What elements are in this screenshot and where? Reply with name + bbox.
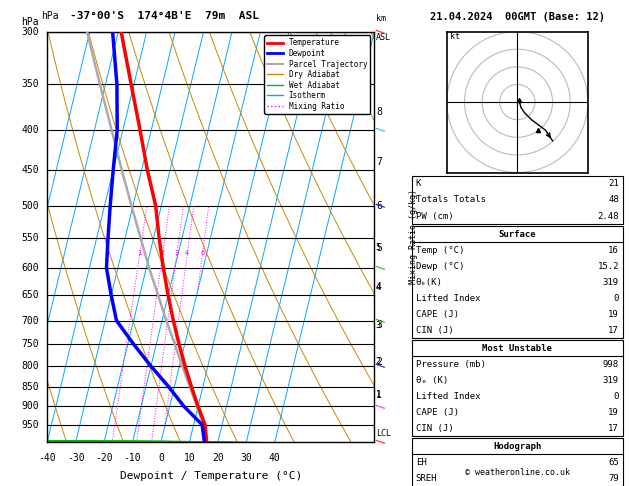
Text: \: \ <box>376 435 387 448</box>
Text: 850: 850 <box>21 382 39 392</box>
Text: 19: 19 <box>608 408 619 417</box>
Text: hPa: hPa <box>41 11 58 21</box>
Text: CAPE (J): CAPE (J) <box>416 408 459 417</box>
Text: 319: 319 <box>603 376 619 385</box>
Text: 8: 8 <box>376 107 382 117</box>
Text: Totals Totals: Totals Totals <box>416 195 486 205</box>
Text: -40: -40 <box>38 452 56 463</box>
Text: 0: 0 <box>613 392 619 401</box>
Text: Dewpoint / Temperature (°C): Dewpoint / Temperature (°C) <box>120 471 302 481</box>
Text: CIN (J): CIN (J) <box>416 424 454 433</box>
Text: LCL: LCL <box>376 429 391 438</box>
Text: 3: 3 <box>376 320 382 330</box>
Text: K: K <box>416 179 421 189</box>
Text: 4: 4 <box>376 283 381 292</box>
Text: 79: 79 <box>608 474 619 483</box>
Text: 900: 900 <box>21 401 39 411</box>
Text: 650: 650 <box>21 290 39 300</box>
Text: 2.48: 2.48 <box>598 211 619 221</box>
Text: 600: 600 <box>21 263 39 273</box>
Text: \: \ <box>376 360 387 372</box>
Text: 10: 10 <box>184 452 195 463</box>
Text: 4: 4 <box>185 250 189 257</box>
Text: © weatheronline.co.uk: © weatheronline.co.uk <box>465 468 570 477</box>
Text: 1: 1 <box>376 390 382 400</box>
Legend: Temperature, Dewpoint, Parcel Trajectory, Dry Adiabat, Wet Adiabat, Isotherm, Mi: Temperature, Dewpoint, Parcel Trajectory… <box>264 35 370 114</box>
Text: θₑ (K): θₑ (K) <box>416 376 448 385</box>
Text: -10: -10 <box>124 452 142 463</box>
Text: 800: 800 <box>21 361 39 371</box>
Text: EH: EH <box>416 458 426 467</box>
Text: 950: 950 <box>21 420 39 430</box>
Text: 20: 20 <box>212 452 224 463</box>
Text: 17: 17 <box>608 424 619 433</box>
Text: 30: 30 <box>240 452 252 463</box>
Text: 2: 2 <box>160 250 164 257</box>
Text: -30: -30 <box>67 452 84 463</box>
Text: 17: 17 <box>608 326 619 335</box>
Text: 4: 4 <box>376 282 382 293</box>
Text: \: \ <box>376 200 387 212</box>
Text: 6: 6 <box>376 201 382 211</box>
Text: -20: -20 <box>95 452 113 463</box>
Text: 5: 5 <box>376 243 382 253</box>
Text: CIN (J): CIN (J) <box>416 326 454 335</box>
Text: 15.2: 15.2 <box>598 261 619 271</box>
Text: Pressure (mb): Pressure (mb) <box>416 360 486 369</box>
Text: 40: 40 <box>269 452 281 463</box>
Text: 3: 3 <box>376 321 381 330</box>
Text: 5: 5 <box>376 243 381 252</box>
Text: 2: 2 <box>376 357 382 367</box>
Text: 300: 300 <box>21 27 39 36</box>
Text: 6: 6 <box>200 250 204 257</box>
Text: 7: 7 <box>376 157 382 167</box>
Text: 65: 65 <box>608 458 619 467</box>
Text: kt: kt <box>450 32 460 41</box>
Text: 21: 21 <box>608 179 619 189</box>
Text: \: \ <box>376 400 387 412</box>
Text: 998: 998 <box>603 360 619 369</box>
Text: Lifted Index: Lifted Index <box>416 392 481 401</box>
Text: CAPE (J): CAPE (J) <box>416 310 459 319</box>
Text: Dewp (°C): Dewp (°C) <box>416 261 464 271</box>
Text: 0: 0 <box>158 452 164 463</box>
Text: 500: 500 <box>21 201 39 211</box>
Text: 16: 16 <box>608 245 619 255</box>
Text: Temp (°C): Temp (°C) <box>416 245 464 255</box>
Text: 750: 750 <box>21 339 39 349</box>
Text: \: \ <box>376 314 387 327</box>
Text: Mixing Ratio (g/kg): Mixing Ratio (g/kg) <box>409 190 418 284</box>
Text: 19: 19 <box>608 310 619 319</box>
Text: hPa: hPa <box>21 17 39 28</box>
Text: 2: 2 <box>376 357 381 366</box>
Text: 700: 700 <box>21 315 39 326</box>
Text: \: \ <box>376 124 387 136</box>
Text: SREH: SREH <box>416 474 437 483</box>
Text: km: km <box>376 15 386 23</box>
Text: 1: 1 <box>137 250 142 257</box>
Text: 350: 350 <box>21 79 39 89</box>
Text: \: \ <box>376 26 387 37</box>
Text: 48: 48 <box>608 195 619 205</box>
Text: 319: 319 <box>603 278 619 287</box>
Text: -37°00'S  174°4B'E  79m  ASL: -37°00'S 174°4B'E 79m ASL <box>70 11 259 21</box>
Text: Most Unstable: Most Unstable <box>482 344 552 353</box>
Text: Hodograph: Hodograph <box>493 442 542 451</box>
Text: 21.04.2024  00GMT (Base: 12): 21.04.2024 00GMT (Base: 12) <box>430 12 605 22</box>
Text: \: \ <box>376 262 387 274</box>
Text: θₑ(K): θₑ(K) <box>416 278 443 287</box>
Text: PW (cm): PW (cm) <box>416 211 454 221</box>
Text: Surface: Surface <box>499 229 536 239</box>
Text: ASL: ASL <box>376 33 391 42</box>
Text: 1: 1 <box>376 390 381 399</box>
Text: Lifted Index: Lifted Index <box>416 294 481 303</box>
Text: 550: 550 <box>21 233 39 243</box>
Text: 3: 3 <box>174 250 179 257</box>
Text: 400: 400 <box>21 125 39 135</box>
Text: 0: 0 <box>613 294 619 303</box>
Text: 450: 450 <box>21 165 39 175</box>
